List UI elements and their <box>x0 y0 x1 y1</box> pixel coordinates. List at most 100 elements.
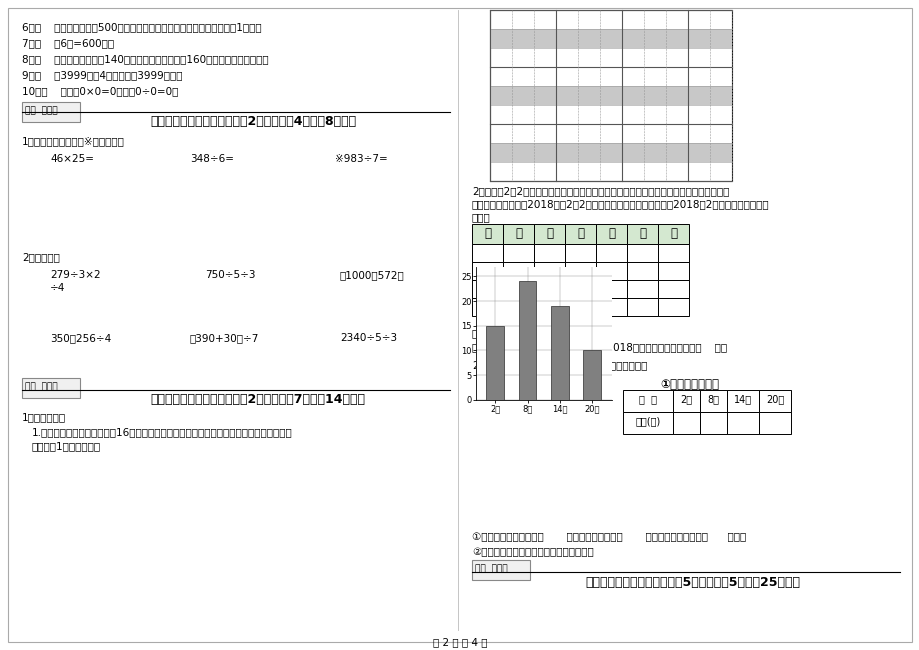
Text: 8时: 8时 <box>707 394 719 404</box>
Bar <box>596 244 627 262</box>
Bar <box>657 298 688 316</box>
Text: 四: 四 <box>607 227 614 240</box>
Bar <box>485 326 504 400</box>
Text: 二: 二 <box>545 227 552 240</box>
Text: 日: 日 <box>483 227 491 240</box>
Text: 46×25=: 46×25= <box>50 154 94 164</box>
Text: 279÷3×2: 279÷3×2 <box>50 270 100 280</box>
Bar <box>503 280 533 298</box>
Bar <box>490 10 732 181</box>
Text: 五: 五 <box>639 227 645 240</box>
Bar <box>22 102 80 122</box>
Bar <box>627 280 657 298</box>
Text: 10、（    ）因为0×0=0，所以0÷0=0。: 10、（ ）因为0×0=0，所以0÷0=0。 <box>22 86 178 96</box>
Bar <box>471 280 503 298</box>
Bar <box>490 86 732 105</box>
Text: （2）2018年1月30日是星期（    ），2018年的三八妇女节是星期（    ）。: （2）2018年1月30日是星期（ ），2018年的三八妇女节是星期（ ）。 <box>471 342 726 352</box>
Bar <box>699 390 726 412</box>
Text: 一小格为1平方厘米）。: 一小格为1平方厘米）。 <box>32 441 101 451</box>
Text: 问题。: 问题。 <box>471 212 490 222</box>
Text: 气温(度): 气温(度) <box>635 416 660 426</box>
Bar <box>518 281 536 400</box>
Text: 2．每年的2月2日是世界湿地日，在这一天，世界各国都举行不同形式的活动来宣传保护自: 2．每年的2月2日是世界湿地日，在这一天，世界各国都举行不同形式的活动来宣传保护… <box>471 186 729 196</box>
Bar <box>564 298 596 316</box>
Bar <box>471 262 503 280</box>
Text: 7、（    ）6分=600秒。: 7、（ ）6分=600秒。 <box>22 38 114 48</box>
Text: 1、列绝式计算。（带※的要验算）: 1、列绝式计算。（带※的要验算） <box>22 136 125 146</box>
Text: ②实际算一算，这天的平均气温是多少度？: ②实际算一算，这天的平均气温是多少度？ <box>471 547 593 557</box>
Text: ÷4: ÷4 <box>50 283 65 293</box>
Text: ①这一天的最高气温是（       ）度，最低气温是（       ）度，平均气温大约（      ）度。: ①这一天的最高气温是（ ）度，最低气温是（ ）度，平均气温大约（ ）度。 <box>471 532 745 542</box>
Bar <box>471 244 503 262</box>
Bar <box>657 224 688 244</box>
Bar <box>627 244 657 262</box>
Text: 六: 六 <box>669 227 676 240</box>
Bar <box>564 280 596 298</box>
Text: （1）这个月有（    ）个星期六。: （1）这个月有（ ）个星期六。 <box>471 328 573 338</box>
Text: 1、动手操作。: 1、动手操作。 <box>22 412 66 422</box>
Bar <box>596 262 627 280</box>
Text: 然资源和生态环境。2018年的2月2日是星期五。请你根据信息制作2018年2月份的月历，并回答: 然资源和生态环境。2018年的2月2日是星期五。请你根据信息制作2018年2月份… <box>471 199 769 209</box>
Text: 6、（    ）小明家离学校500米，他每天上学、回家，一个来回一共要走1千米。: 6、（ ）小明家离学校500米，他每天上学、回家，一个来回一共要走1千米。 <box>22 22 261 32</box>
Text: 五、认真思考，综合能力（共2小题，每题7分，共14分）。: 五、认真思考，综合能力（共2小题，每题7分，共14分）。 <box>150 393 365 406</box>
Text: 14时: 14时 <box>733 394 751 404</box>
Bar <box>490 143 732 162</box>
Bar <box>533 280 564 298</box>
Bar <box>596 224 627 244</box>
Bar <box>758 390 790 412</box>
Bar <box>503 298 533 316</box>
Bar <box>596 298 627 316</box>
Bar <box>471 560 529 580</box>
Bar <box>622 412 673 434</box>
Bar <box>471 298 503 316</box>
Bar <box>699 412 726 434</box>
Bar <box>622 390 673 412</box>
Text: 一: 一 <box>515 227 521 240</box>
Text: 2、脱式计算: 2、脱式计算 <box>22 252 60 262</box>
Text: 时  间: 时 间 <box>639 394 656 404</box>
Bar <box>533 262 564 280</box>
Bar <box>726 412 758 434</box>
Text: 得分  评卷人: 得分 评卷人 <box>474 564 507 573</box>
Text: 750÷5÷3: 750÷5÷3 <box>205 270 255 280</box>
Text: 2时: 2时 <box>680 394 692 404</box>
Text: （1000－572）: （1000－572） <box>340 270 404 280</box>
Text: 2340÷5÷3: 2340÷5÷3 <box>340 333 397 343</box>
Bar <box>758 412 790 434</box>
Text: 六、活用知识，解决问题（共5小题，每题5分，共25分）。: 六、活用知识，解决问题（共5小题，每题5分，共25分）。 <box>584 576 800 589</box>
Text: 得分  评卷人: 得分 评卷人 <box>25 382 58 391</box>
Text: 8、（    ）一条河平均水深140厘米，一匹小马身高是160厘米，它肃定能通过。: 8、（ ）一条河平均水深140厘米，一匹小马身高是160厘米，它肃定能通过。 <box>22 54 268 64</box>
Bar <box>564 244 596 262</box>
Bar <box>471 224 503 244</box>
Bar <box>533 224 564 244</box>
Text: （390+30）÷7: （390+30）÷7 <box>190 333 259 343</box>
Bar <box>503 244 533 262</box>
Bar <box>657 262 688 280</box>
Text: 第 2 页 共 4 页: 第 2 页 共 4 页 <box>432 637 487 647</box>
Bar <box>596 280 627 298</box>
Bar <box>550 306 568 400</box>
Bar <box>22 378 80 398</box>
Bar <box>726 390 758 412</box>
Bar <box>503 262 533 280</box>
Bar <box>673 390 699 412</box>
Bar <box>657 280 688 298</box>
Text: 得分  评卷人: 得分 评卷人 <box>25 106 58 115</box>
Bar <box>627 224 657 244</box>
Bar <box>627 298 657 316</box>
Text: 四、看清题目，细心计算（共2小题，每题4分，共8分）。: 四、看清题目，细心计算（共2小题，每题4分，共8分）。 <box>150 115 356 128</box>
Bar <box>533 298 564 316</box>
Bar <box>490 29 732 48</box>
Bar <box>627 262 657 280</box>
Bar <box>564 262 596 280</box>
Bar <box>673 412 699 434</box>
Text: 三: 三 <box>576 227 584 240</box>
Text: ①根据统计图填表: ①根据统计图填表 <box>659 378 719 391</box>
Bar <box>564 224 596 244</box>
Text: 1.在下面方格纸上画出面积是16平方厘米的长方形和正方形，标出相应的长、宽或边长（每: 1.在下面方格纸上画出面积是16平方厘米的长方形和正方形，标出相应的长、宽或边长… <box>32 427 292 437</box>
Bar <box>503 224 533 244</box>
Text: （度）: （度） <box>475 375 494 385</box>
Text: 350－256÷4: 350－256÷4 <box>50 333 111 343</box>
Text: 348÷6=: 348÷6= <box>190 154 233 164</box>
Bar <box>657 244 688 262</box>
